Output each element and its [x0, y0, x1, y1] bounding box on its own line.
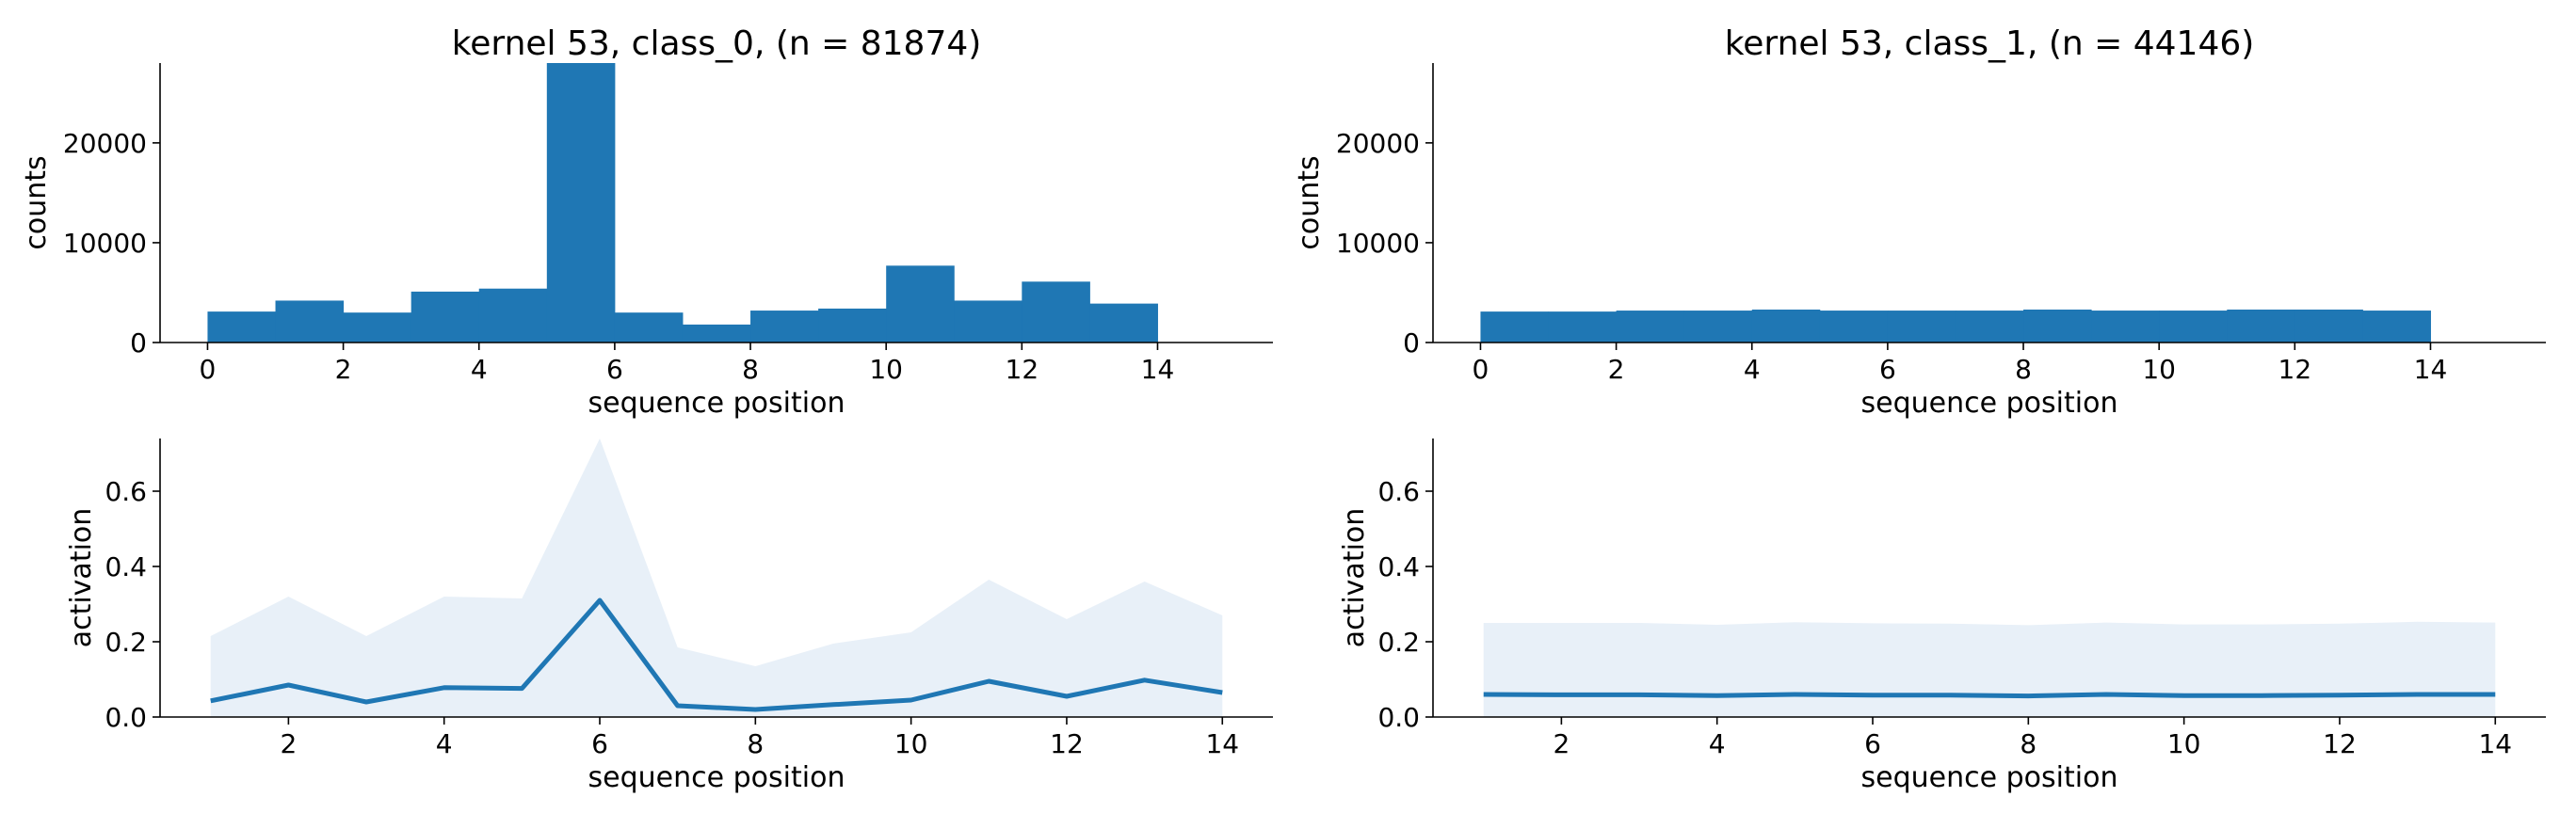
x-axis-label: sequence position — [1861, 387, 2118, 420]
bar — [2362, 311, 2431, 343]
bar — [478, 288, 548, 343]
x-tick-label: 8 — [2015, 354, 2032, 385]
bar — [343, 312, 412, 343]
x-tick-label: 0 — [1473, 354, 1489, 385]
x-tick-label: 14 — [1141, 354, 1175, 385]
bar — [818, 308, 887, 343]
series-line — [210, 598, 1223, 712]
bar — [750, 311, 819, 343]
bar — [1819, 311, 1889, 343]
bar — [2294, 309, 2363, 343]
chart-panel-2: 2 4 6 8 10 12 14 0.0 0.2 0.4 0.6 sequence position a… — [65, 438, 1273, 794]
y-axis-label: activation — [65, 508, 98, 648]
x-tick-label: 2 — [335, 354, 352, 385]
bar — [275, 300, 345, 343]
bar — [954, 300, 1022, 343]
x-tick-label: 10 — [894, 728, 928, 759]
x-tick-label: 12 — [1006, 354, 1039, 385]
bar — [614, 312, 684, 343]
x-tick-label: 8 — [747, 728, 764, 759]
x-tick-label: 14 — [2414, 354, 2448, 385]
bar — [2227, 309, 2295, 343]
bar — [886, 265, 955, 343]
chart-title: kernel 53, class_0, (n = 81874) — [452, 24, 982, 63]
y-tick-label: 0.6 — [105, 476, 147, 507]
y-tick-label: 0.6 — [1377, 476, 1420, 507]
x-tick-label: 10 — [2142, 354, 2176, 385]
x-tick-label: 0 — [200, 354, 217, 385]
x-tick-label: 4 — [1744, 354, 1761, 385]
x-tick-label: 4 — [471, 354, 488, 385]
x-tick-label: 10 — [869, 354, 903, 385]
x-tick-label: 6 — [606, 354, 623, 385]
y-tick-label: 0.4 — [1377, 551, 1420, 582]
bar — [411, 291, 480, 343]
x-tick-label: 4 — [1709, 728, 1726, 759]
bar — [1089, 303, 1158, 343]
chart-panel-3: 2 4 6 8 10 12 14 0.0 0.2 0.4 0.6 sequence position a… — [1338, 438, 2546, 794]
x-axis-label: sequence position — [588, 761, 845, 794]
x-tick-label: 2 — [1553, 728, 1570, 759]
bar — [1548, 311, 1618, 343]
x-tick-label: 6 — [1879, 354, 1896, 385]
series-line — [1483, 692, 2496, 699]
y-tick-label: 20000 — [1336, 128, 1420, 159]
bar — [1480, 311, 1550, 343]
bar — [1887, 311, 1956, 343]
x-axis-label: sequence position — [588, 387, 845, 420]
y-tick-label: 0.2 — [105, 627, 147, 658]
y-tick-label: 0.2 — [1377, 627, 1420, 658]
chart-panel-1: 0 2 4 6 8 10 12 14 0 10000 20000 sequence position c… — [1293, 24, 2546, 420]
y-tick-label: 0.0 — [1377, 702, 1420, 733]
x-tick-label: 12 — [1050, 728, 1084, 759]
y-tick-label: 20000 — [63, 128, 147, 159]
chart-title: kernel 53, class_1, (n = 44146) — [1725, 24, 2255, 63]
bar — [1616, 311, 1685, 343]
x-tick-label: 6 — [1864, 728, 1881, 759]
x-axis-label: sequence position — [1861, 761, 2118, 794]
bar — [2091, 311, 2160, 343]
y-axis-label: counts — [1293, 155, 1326, 249]
x-tick-label: 12 — [2323, 728, 2357, 759]
y-axis-label: counts — [20, 155, 53, 249]
x-tick-label: 2 — [1608, 354, 1625, 385]
y-tick-label: 0.4 — [105, 551, 147, 582]
x-tick-label: 14 — [1205, 728, 1239, 759]
bar — [1955, 311, 2024, 343]
y-tick-label: 0 — [130, 327, 147, 359]
x-tick-label: 8 — [742, 354, 759, 385]
x-tick-label: 12 — [2278, 354, 2312, 385]
bar — [546, 63, 616, 343]
x-tick-label: 10 — [2167, 728, 2201, 759]
y-tick-label: 10000 — [1336, 228, 1420, 259]
x-tick-label: 8 — [2020, 728, 2037, 759]
bar — [207, 311, 277, 343]
activation-band — [210, 438, 1223, 717]
y-axis-label: activation — [1338, 508, 1371, 648]
chart-panel-0: 0 2 4 6 8 10 12 14 0 10000 20000 sequence position c… — [20, 24, 1273, 420]
bar — [2159, 311, 2228, 343]
y-tick-label: 0.0 — [105, 702, 147, 733]
x-tick-label: 2 — [280, 728, 297, 759]
x-tick-label: 6 — [591, 728, 608, 759]
bar — [2023, 309, 2092, 343]
bar — [1751, 309, 1821, 343]
bar — [682, 324, 751, 343]
activation-band — [1483, 621, 2496, 717]
bar — [1683, 311, 1753, 343]
bar — [1022, 281, 1090, 343]
x-tick-label: 4 — [436, 728, 453, 759]
y-tick-label: 10000 — [63, 228, 147, 259]
y-tick-label: 0 — [1403, 327, 1420, 359]
x-tick-label: 14 — [2478, 728, 2512, 759]
